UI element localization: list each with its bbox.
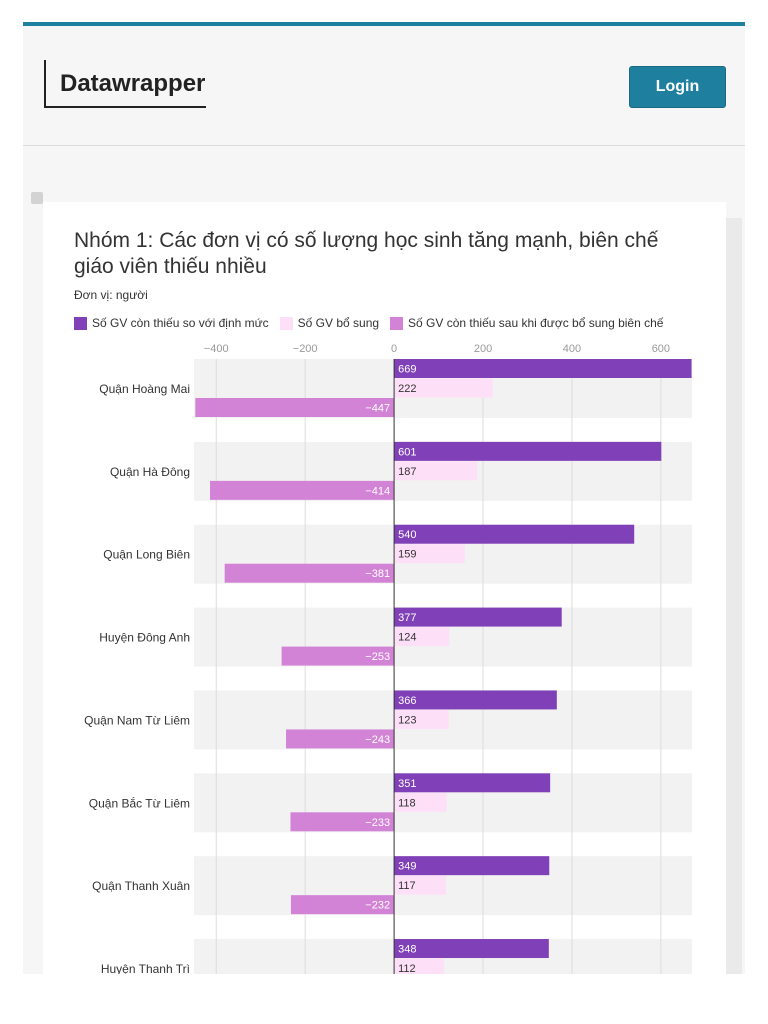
bar-value-label: 348 bbox=[398, 944, 416, 956]
chart-card: Nhóm 1: Các đơn vị có số lượng học sinh … bbox=[43, 202, 726, 974]
bar-value-label: 540 bbox=[398, 529, 416, 541]
bar-value-label: 366 bbox=[398, 695, 416, 707]
x-tick-label: −200 bbox=[293, 343, 318, 355]
bar-added bbox=[394, 544, 465, 564]
bar-shortage bbox=[394, 441, 662, 461]
bar-value-label: −381 bbox=[365, 568, 390, 580]
legend-label-remaining: Số GV còn thiếu sau khi được bổ sung biê… bbox=[408, 316, 664, 330]
accent-top-bar bbox=[23, 22, 745, 26]
bar-value-label: −233 bbox=[365, 817, 390, 829]
bar-added bbox=[394, 461, 478, 481]
scroll-handle[interactable] bbox=[31, 192, 43, 204]
bar-value-label: −414 bbox=[365, 485, 390, 497]
bar-value-label: 669 bbox=[398, 364, 416, 376]
bar-remaining bbox=[210, 480, 395, 500]
legend-swatch-shortage bbox=[74, 316, 87, 330]
chart-title: Nhóm 1: Các đơn vị có số lượng học sinh … bbox=[74, 229, 659, 278]
category-label: Huyện Thanh Trì bbox=[101, 962, 190, 974]
bar-shortage bbox=[394, 690, 557, 710]
bar-value-label: −232 bbox=[365, 900, 390, 912]
legend-item-shortage: Số GV còn thiếu so với định mức bbox=[74, 316, 269, 330]
bar-remaining bbox=[224, 563, 395, 583]
bar-value-label: 187 bbox=[398, 466, 416, 478]
legend-swatch-remaining bbox=[390, 316, 404, 330]
bar-value-label: −243 bbox=[365, 734, 390, 746]
login-button[interactable]: Login bbox=[629, 66, 726, 108]
bar-value-label: 349 bbox=[398, 861, 416, 873]
bar-added bbox=[394, 709, 449, 729]
bar-chart: −400 −200 0 200 400 600 Quận Hoàng Mai 669 222 −4… bbox=[84, 343, 692, 974]
legend-label-shortage: Số GV còn thiếu so với định mức bbox=[92, 316, 269, 330]
bar-added bbox=[394, 958, 444, 974]
category-label: Quận Thanh Xuân bbox=[92, 879, 190, 893]
legend-item-added: Số GV bổ sung bbox=[279, 316, 380, 330]
x-tick-label: 200 bbox=[474, 343, 492, 355]
bar-value-label: 377 bbox=[398, 612, 416, 624]
brand-name: Datawrapper bbox=[60, 70, 206, 97]
bar-shortage bbox=[394, 939, 549, 959]
chart-unit: Đơn vị: người bbox=[74, 288, 148, 302]
bar-shortage bbox=[394, 524, 635, 544]
bar-value-label: 117 bbox=[398, 880, 416, 892]
x-tick-label: 0 bbox=[391, 343, 397, 355]
bar-value-label: 159 bbox=[398, 549, 416, 561]
category-label: Quận Hoàng Mai bbox=[99, 382, 190, 396]
category-label: Quận Nam Từ Liêm bbox=[84, 713, 190, 727]
bar-value-label: 118 bbox=[398, 797, 416, 809]
bar-value-label: 351 bbox=[398, 778, 416, 790]
bar-remaining bbox=[290, 895, 395, 915]
category-label: Quận Bắc Từ Liêm bbox=[89, 795, 190, 810]
side-scrollbar[interactable] bbox=[726, 218, 742, 974]
bar-added bbox=[394, 875, 447, 895]
site-header bbox=[23, 26, 745, 146]
bar-value-label: −447 bbox=[365, 403, 390, 415]
x-tick-label: −400 bbox=[204, 343, 229, 355]
bar-added bbox=[394, 792, 447, 812]
bar-added bbox=[394, 378, 493, 398]
x-tick-label: 600 bbox=[652, 343, 670, 355]
bar-value-label: 601 bbox=[398, 446, 416, 458]
bar-value-label: 112 bbox=[398, 963, 416, 974]
legend-label-added: Số GV bổ sung bbox=[297, 316, 380, 330]
bar-shortage bbox=[394, 773, 551, 793]
bar-value-label: 124 bbox=[398, 632, 416, 644]
bar-added bbox=[394, 627, 450, 647]
category-label: Quận Hà Đông bbox=[110, 465, 190, 479]
bar-value-label: 222 bbox=[398, 383, 416, 395]
bar-shortage bbox=[394, 359, 692, 378]
bar-remaining bbox=[195, 398, 395, 417]
bar-value-label: −253 bbox=[365, 651, 390, 663]
x-tick-label: 400 bbox=[563, 343, 581, 355]
bar-remaining bbox=[286, 729, 395, 749]
bar-shortage bbox=[394, 607, 562, 627]
bar-remaining bbox=[290, 812, 395, 832]
bar-remaining bbox=[281, 646, 395, 666]
legend-item-remaining: Số GV còn thiếu sau khi được bổ sung biê… bbox=[390, 316, 663, 330]
brand-logo[interactable]: Datawrapper bbox=[44, 60, 206, 108]
category-label: Quận Long Biên bbox=[103, 548, 190, 562]
category-label: Huyện Đông Anh bbox=[99, 631, 190, 645]
chart-legend: Số GV còn thiếu so với định mức Số GV bổ… bbox=[74, 316, 674, 330]
bar-value-label: 123 bbox=[398, 714, 416, 726]
bar-shortage bbox=[394, 856, 550, 876]
legend-swatch-added bbox=[279, 316, 293, 330]
